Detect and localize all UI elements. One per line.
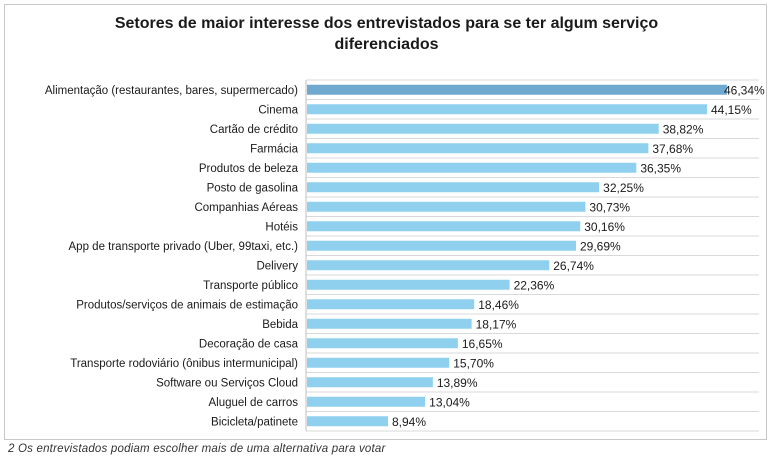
category-label: Bebida [262, 319, 298, 331]
bar [307, 182, 600, 193]
category-label: Software ou Serviços Cloud [156, 377, 298, 389]
bar [307, 318, 472, 329]
category-label: Transporte público [203, 280, 298, 292]
bar [307, 123, 659, 134]
data-label: 44,15% [711, 103, 752, 117]
bar [307, 396, 426, 407]
data-label: 37,68% [652, 142, 693, 156]
category-label: Aluguel de carros [209, 397, 299, 409]
data-label: 36,35% [640, 161, 681, 175]
category-label: Farmácia [250, 143, 299, 155]
chart-title-line2: diferenciados [334, 36, 439, 53]
data-label: 38,82% [663, 122, 704, 136]
bar [307, 240, 576, 251]
data-label: 29,69% [580, 239, 621, 253]
bar [307, 221, 581, 232]
category-label: Cinema [258, 104, 298, 116]
data-label: 13,89% [437, 376, 478, 390]
data-labels: 46,34% 44,15% 38,82% 37,68% 36,35% 32,25% 30,7… [392, 83, 765, 429]
category-labels: Alimentação (restaurantes, bares, superm… [45, 85, 299, 429]
data-label: 18,46% [478, 298, 519, 312]
data-label: 46,34% [724, 83, 765, 97]
category-label: Delivery [256, 260, 298, 272]
data-label: 15,70% [453, 356, 494, 370]
data-label: 22,36% [514, 278, 555, 292]
bar [307, 338, 458, 349]
bar [307, 104, 707, 115]
category-label: Cartão de crédito [210, 124, 298, 136]
bar [307, 299, 475, 310]
data-label: 16,65% [462, 337, 503, 351]
bar [307, 279, 510, 290]
category-label: Decoração de casa [199, 338, 299, 350]
data-label: 30,73% [589, 200, 630, 214]
category-label: Produtos/serviços de animais de estimaçã… [76, 299, 298, 311]
data-label: 30,16% [584, 220, 625, 234]
bar [307, 416, 388, 427]
data-label: 8,94% [392, 415, 426, 429]
category-label: App de transporte privado (Uber, 99taxi,… [69, 241, 299, 253]
data-label: 26,74% [553, 259, 594, 273]
category-label: Alimentação (restaurantes, bares, superm… [45, 85, 298, 97]
bar [307, 143, 649, 154]
data-label: 18,17% [476, 317, 517, 331]
category-label: Hotéis [265, 221, 298, 233]
category-label: Transporte rodoviário (ônibus intermunic… [70, 358, 298, 370]
data-label: 32,25% [603, 181, 644, 195]
data-label: 13,04% [429, 395, 470, 409]
bar [307, 377, 433, 388]
bars [307, 84, 727, 427]
bar [307, 162, 637, 173]
bar [307, 84, 727, 95]
category-label: Produtos de beleza [199, 163, 299, 175]
footnote: 2 Os entrevistados podiam escolher mais … [8, 443, 386, 455]
bar [307, 201, 586, 212]
chart-title-line1: Setores de maior interesse dos entrevist… [114, 15, 659, 32]
category-label: Posto de gasolina [207, 182, 299, 194]
bar [307, 357, 450, 368]
bar [307, 260, 550, 271]
grid-lines [305, 79, 759, 432]
chart-title: Setores de maior interesse dos entrevist… [0, 13, 773, 55]
category-label: Bicicleta/patinete [211, 416, 298, 428]
category-label: Companhias Aéreas [194, 202, 298, 214]
